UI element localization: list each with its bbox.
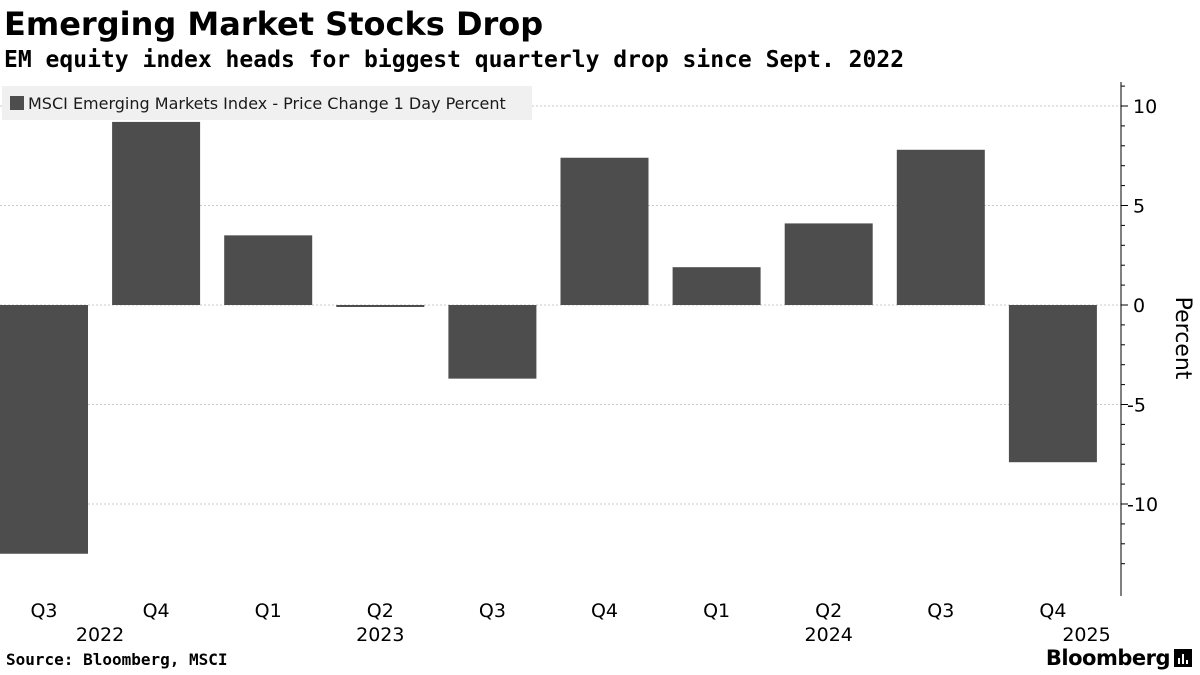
x-year-label: 2023 xyxy=(356,624,404,646)
bar-q2-7 xyxy=(784,223,873,305)
legend: MSCI Emerging Markets Index - Price Chan… xyxy=(2,86,532,120)
brand: Bloomberg xyxy=(1046,646,1192,670)
page-subtitle: EM equity index heads for biggest quarte… xyxy=(4,47,905,73)
x-year-label: 2024 xyxy=(805,624,853,646)
x-tick-label: Q1 xyxy=(255,600,282,622)
bar-q1-6 xyxy=(672,267,761,305)
bar-q3-0 xyxy=(0,305,88,554)
page-title: Emerging Market Stocks Drop xyxy=(4,5,544,43)
source-note: Source: Bloomberg, MSCI xyxy=(6,650,228,669)
legend-swatch xyxy=(10,96,24,110)
x-tick-label: Q4 xyxy=(1039,600,1066,622)
x-tick-label: Q3 xyxy=(927,600,954,622)
x-year-label: 2022 xyxy=(76,624,124,646)
bars xyxy=(0,121,1097,554)
y-axis: 10 5 0 -5 -10 xyxy=(1120,82,1158,596)
bar-q4-5 xyxy=(560,157,649,305)
bar-q3-4 xyxy=(448,305,537,379)
y-tick-label: -5 xyxy=(1127,395,1146,417)
x-tick-label: Q3 xyxy=(30,600,57,622)
x-tick-label: Q3 xyxy=(479,600,506,622)
y-tick-label: 5 xyxy=(1133,196,1145,218)
bar-q1-2 xyxy=(224,235,313,305)
bar-q4-9 xyxy=(1008,305,1097,463)
x-tick-label: Q2 xyxy=(815,600,842,622)
x-tick-label: Q4 xyxy=(143,600,170,622)
brand-logo: Bloomberg xyxy=(1045,646,1171,670)
x-year-label: 2025 xyxy=(1062,624,1110,646)
x-axis-labels: Q3 Q4 Q1 Q2 Q3 Q4 Q1 Q2 Q3 Q4 2022 2023 2024 2025 xyxy=(30,600,1110,646)
x-tick-label: Q1 xyxy=(703,600,730,622)
y-axis-label: Percent xyxy=(1170,297,1195,380)
bar-q3-8 xyxy=(896,149,985,305)
y-tick-label: -10 xyxy=(1127,494,1158,516)
y-tick-label: 10 xyxy=(1133,96,1157,118)
brand-chart-icon xyxy=(1174,649,1192,667)
legend-label: MSCI Emerging Markets Index - Price Chan… xyxy=(28,93,506,113)
y-tick-label: 0 xyxy=(1133,295,1145,317)
x-tick-label: Q2 xyxy=(367,600,394,622)
bar-q4-1 xyxy=(112,121,201,305)
x-tick-label: Q4 xyxy=(591,600,618,622)
bar-q2-3 xyxy=(336,305,425,307)
